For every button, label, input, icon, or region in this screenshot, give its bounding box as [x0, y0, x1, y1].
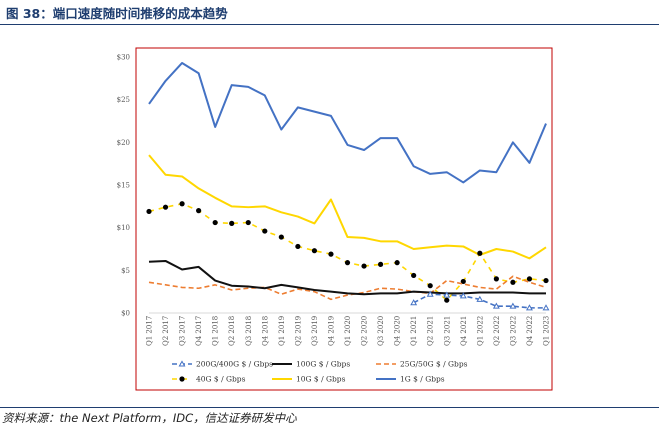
data-point [493, 276, 499, 282]
data-point [410, 299, 418, 306]
series-line [148, 61, 547, 184]
x-tick-label: Q2 2019 [294, 316, 302, 346]
data-point [459, 292, 467, 299]
legend-label: 25G/50G $ / Gbps [400, 360, 468, 369]
x-tick-label: Q3 2019 [311, 316, 319, 346]
data-point [443, 291, 451, 298]
data-point [179, 376, 185, 382]
data-point [543, 277, 549, 284]
legend-label: 10G $ / Gbps [296, 375, 346, 384]
x-tick-label: Q1 2018 [212, 316, 220, 346]
y-tick-label: $5 [121, 267, 130, 275]
data-point [476, 295, 484, 302]
data-point [411, 272, 417, 279]
legend-label: 1G $ / Gbps [400, 375, 445, 384]
x-tick-label: Q4 2021 [460, 316, 468, 346]
series-line [148, 275, 547, 301]
data-point [526, 276, 533, 282]
data-point [344, 260, 351, 266]
data-point [477, 250, 483, 256]
series-1 [148, 259, 546, 296]
data-point [146, 208, 152, 215]
x-tick-label: Q1 2020 [344, 316, 352, 346]
x-tick-label: Q1 2022 [476, 316, 484, 346]
data-point [179, 201, 185, 207]
data-point [377, 261, 384, 267]
x-tick-label: Q1 2023 [543, 316, 551, 346]
legend-item: 25G/50G $ / Gbps [376, 360, 468, 369]
legend: 200G/400G $ / Gbps 100G $ / Gbps 25G/50G $… [172, 360, 468, 384]
x-tick-label: Q3 2017 [179, 316, 187, 346]
legend-label: 100G $ / Gbps [296, 360, 350, 369]
chart-frame [135, 47, 553, 391]
x-tick-label: Q4 2020 [394, 316, 402, 346]
data-point [245, 219, 251, 226]
legend-label: 40G $ / Gbps [196, 375, 246, 384]
data-point [542, 304, 550, 311]
legend-item: 200G/400G $ / Gbps [172, 360, 273, 369]
y-tick-label: $0 [121, 310, 130, 318]
figure-title: 图 38：端口速度随时间推移的成本趋势 [6, 6, 228, 21]
x-tick-label: Q3 2021 [443, 316, 451, 346]
data-point [444, 297, 450, 303]
x-tick-label: Q2 2022 [493, 316, 501, 346]
x-tick-label: Q2 2021 [427, 316, 435, 346]
data-point [492, 302, 500, 309]
data-point [509, 302, 517, 309]
data-point [361, 263, 367, 269]
series-2 [148, 275, 547, 301]
data-point [427, 283, 433, 289]
data-point [295, 243, 301, 250]
data-point [526, 304, 533, 311]
data-point [229, 220, 235, 226]
x-tick-label: Q4 2018 [261, 316, 269, 346]
x-tick-label: Q2 2020 [361, 316, 369, 346]
legend-item: 40G $ / Gbps [172, 375, 246, 384]
data-point [311, 248, 318, 254]
data-point [212, 219, 218, 226]
data-point [162, 204, 169, 210]
x-tick-label: Q1 2021 [410, 316, 418, 346]
y-tick-label: $30 [117, 54, 130, 62]
legend-item: 10G $ / Gbps [272, 375, 346, 384]
x-tick-label: Q1 2019 [278, 316, 286, 346]
legend-item: 100G $ / Gbps [272, 360, 350, 369]
x-tick-label: Q4 2019 [327, 316, 335, 346]
series-0 [410, 290, 550, 311]
data-point [328, 251, 334, 257]
data-point [510, 279, 516, 285]
x-tick-label: Q3 2018 [245, 316, 253, 346]
data-point [178, 360, 186, 367]
x-tick-label: Q1 2017 [146, 316, 154, 346]
series-line [148, 259, 546, 296]
series-layer [146, 61, 550, 311]
series-5 [148, 61, 547, 184]
axis-layer: $0 $5 $10 $15 $20 $25 $30 Q1 2017 Q2 2017 Q3 2017… [117, 54, 551, 347]
data-point [426, 290, 434, 297]
y-tick-label: $25 [117, 96, 130, 104]
data-point [278, 234, 284, 240]
series-3 [146, 201, 549, 303]
source-note: 资料来源：the Next Platform，IDC，信达证券研发中心 [2, 411, 297, 425]
x-tick-label: Q3 2020 [377, 316, 385, 346]
legend-label: 200G/400G $ / Gbps [196, 360, 273, 369]
x-tick-label: Q4 2022 [526, 316, 534, 346]
y-tick-label: $10 [117, 224, 130, 232]
x-tick-label: Q2 2018 [228, 316, 236, 346]
title-rule [0, 24, 659, 25]
data-point [262, 228, 268, 234]
data-point [196, 208, 202, 214]
legend-item: 1G $ / Gbps [376, 375, 445, 384]
y-tick-label: $15 [117, 182, 130, 190]
y-tick-label: $20 [117, 139, 130, 147]
data-point [394, 260, 400, 266]
x-tick-label: Q3 2022 [509, 316, 517, 346]
x-tick-label: Q2 2017 [162, 316, 170, 346]
source-rule [0, 407, 659, 408]
data-point [460, 278, 466, 285]
x-tick-label: Q4 2017 [195, 316, 203, 346]
